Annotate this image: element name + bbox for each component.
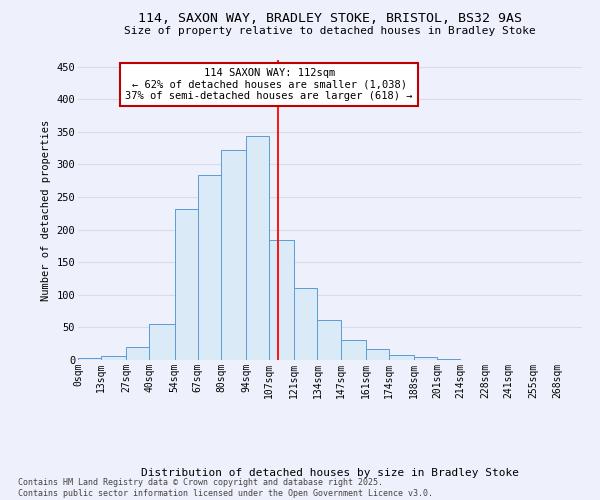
Text: Contains HM Land Registry data © Crown copyright and database right 2025.
Contai: Contains HM Land Registry data © Crown c… [18, 478, 433, 498]
Bar [126, 347, 149, 360]
Text: 114 SAXON WAY: 112sqm
← 62% of detached houses are smaller (1,038)
37% of semi-d: 114 SAXON WAY: 112sqm ← 62% of detached … [125, 68, 413, 101]
Bar [389, 356, 414, 360]
Bar [78, 358, 101, 360]
Bar [269, 240, 294, 360]
Bar [366, 349, 389, 360]
Text: Size of property relative to detached houses in Bradley Stoke: Size of property relative to detached ho… [124, 26, 536, 36]
Bar [246, 136, 269, 360]
Bar [294, 288, 317, 360]
Bar [149, 324, 175, 360]
Bar [341, 340, 366, 360]
Bar [175, 208, 198, 360]
Bar [414, 358, 437, 360]
Text: 114, SAXON WAY, BRADLEY STOKE, BRISTOL, BS32 9AS: 114, SAXON WAY, BRADLEY STOKE, BRISTOL, … [138, 12, 522, 26]
Y-axis label: Number of detached properties: Number of detached properties [41, 120, 51, 300]
Bar [221, 150, 246, 360]
Bar [198, 176, 221, 360]
Bar [101, 356, 126, 360]
Text: Distribution of detached houses by size in Bradley Stoke: Distribution of detached houses by size … [141, 468, 519, 477]
Bar [317, 320, 341, 360]
